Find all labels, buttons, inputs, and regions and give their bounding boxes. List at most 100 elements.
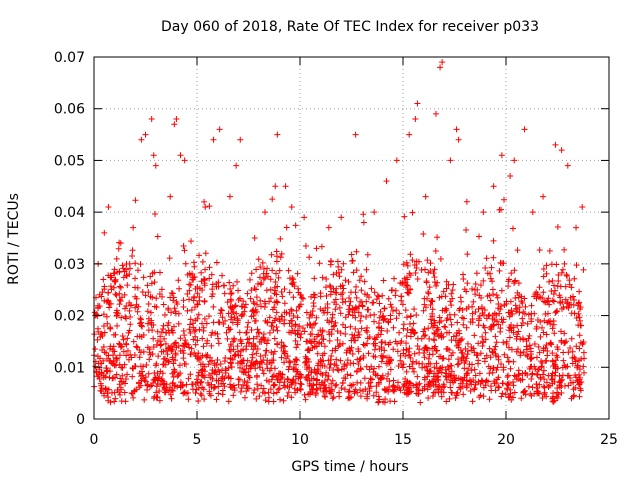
data-point	[472, 309, 479, 316]
data-point	[489, 349, 496, 356]
data-point	[549, 357, 556, 364]
data-point	[270, 372, 277, 379]
data-point	[187, 329, 194, 336]
data-point	[273, 324, 280, 331]
data-point	[113, 312, 120, 319]
data-point	[253, 333, 260, 340]
data-point	[96, 291, 103, 298]
data-point	[182, 260, 189, 267]
data-point	[569, 348, 576, 355]
data-point	[279, 293, 286, 300]
data-point	[573, 315, 580, 322]
data-point	[471, 385, 478, 392]
data-point	[175, 277, 182, 284]
data-point	[101, 329, 108, 336]
data-point	[287, 359, 294, 366]
data-point	[309, 312, 316, 319]
data-point	[378, 358, 385, 365]
data-point	[294, 270, 301, 277]
data-point	[251, 360, 258, 367]
data-point	[363, 324, 370, 331]
data-point	[174, 383, 181, 390]
data-point	[505, 380, 512, 387]
data-point	[180, 303, 187, 310]
data-point	[199, 320, 206, 327]
data-point	[379, 292, 386, 299]
data-point	[431, 329, 438, 336]
data-point	[269, 373, 276, 380]
data-point	[506, 324, 513, 331]
data-point	[218, 307, 225, 314]
data-point	[337, 357, 344, 364]
data-point	[556, 292, 563, 299]
data-point	[469, 316, 476, 323]
data-point	[292, 380, 299, 387]
data-point	[429, 324, 436, 331]
data-point	[549, 325, 556, 332]
data-point	[460, 353, 467, 360]
data-point	[297, 371, 304, 378]
data-point	[440, 288, 447, 295]
data-point	[253, 350, 260, 357]
y-tick-label: 0.04	[54, 205, 85, 221]
data-point	[250, 389, 257, 396]
data-point	[449, 287, 456, 294]
data-point	[464, 280, 471, 287]
data-point	[421, 383, 428, 390]
data-point	[426, 379, 433, 386]
data-point	[194, 315, 201, 322]
data-point	[199, 366, 206, 373]
data-point	[259, 259, 266, 266]
data-point	[543, 379, 550, 386]
data-point	[549, 297, 556, 304]
data-point	[524, 346, 531, 353]
data-point	[313, 390, 320, 397]
data-point	[375, 363, 382, 370]
data-point	[552, 369, 559, 376]
data-point-peak	[412, 116, 419, 123]
data-point	[383, 354, 390, 361]
data-point	[172, 351, 179, 358]
data-point	[436, 319, 443, 326]
data-point	[365, 306, 372, 313]
data-point	[172, 357, 179, 364]
data-point	[506, 393, 513, 400]
data-point	[365, 294, 372, 301]
data-point	[333, 285, 340, 292]
data-point	[529, 384, 536, 391]
data-point	[381, 399, 388, 406]
data-point	[344, 357, 351, 364]
data-point	[123, 341, 130, 348]
data-point	[413, 390, 420, 397]
data-point	[508, 346, 515, 353]
x-tick-label: 5	[193, 432, 202, 448]
data-point	[292, 337, 299, 344]
data-point	[225, 310, 232, 317]
data-point	[233, 310, 240, 317]
data-point	[460, 391, 467, 398]
data-point	[149, 327, 156, 334]
data-point	[531, 340, 538, 347]
data-point	[487, 383, 494, 390]
data-point	[290, 313, 297, 320]
data-point	[370, 299, 377, 306]
data-point	[285, 366, 292, 373]
data-point	[567, 294, 574, 301]
data-point	[329, 377, 336, 384]
data-point	[161, 311, 168, 318]
data-point	[427, 267, 434, 274]
data-point	[559, 305, 566, 312]
data-point	[443, 398, 450, 405]
data-point	[293, 356, 300, 363]
data-point	[311, 275, 318, 282]
data-point	[268, 376, 275, 383]
data-point	[106, 357, 113, 364]
data-point	[324, 300, 331, 307]
data-point-peak	[150, 152, 157, 159]
data-point	[536, 365, 543, 372]
data-point	[158, 286, 165, 293]
data-point	[360, 354, 367, 361]
data-point	[145, 315, 152, 322]
data-point	[121, 389, 128, 396]
data-point	[294, 314, 301, 321]
